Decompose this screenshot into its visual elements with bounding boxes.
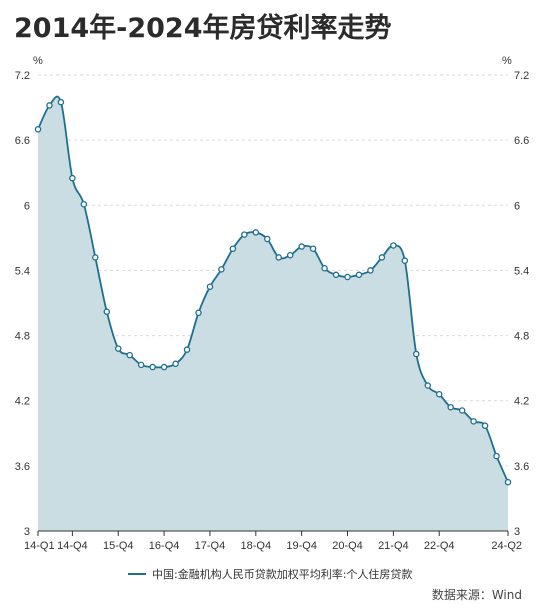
area-fill [38,96,508,531]
data-point-20-Q1[interactable] [309,245,317,252]
data-point-24-Q1[interactable] [493,452,500,460]
y-tick-label-right: 6 [514,200,520,212]
data-point-20-Q3[interactable] [332,271,340,279]
x-tick-label: 15-Q4 [103,540,134,552]
data-point-23-Q3[interactable] [470,418,477,425]
y-tick-label-left: 4.8 [15,331,30,343]
data-points [34,98,512,486]
y-tick-label-left: 6.6 [15,135,30,147]
data-point-19-Q3[interactable] [286,251,294,259]
y-tick-label-left: 5.4 [15,265,30,277]
data-point-19-Q1[interactable] [264,235,271,243]
data-point-14-Q1[interactable] [34,126,42,133]
x-tick-label: 16-Q4 [149,540,180,552]
data-point-21-Q4[interactable] [390,242,397,249]
y-tick-label-right: 3.6 [514,461,529,473]
data-point-21-Q3[interactable] [378,254,386,261]
y-tick-label-right: 3 [514,526,520,538]
y-tick-label-right: 6.6 [514,135,529,147]
chart-title: 2014年-2024年房贷利率走势 [14,13,392,44]
data-point-22-Q4[interactable] [435,390,443,398]
data-point-16-Q4[interactable] [160,363,168,371]
x-tick-label: 14-Q4 [57,540,88,552]
y-tick-label-left: 4.2 [15,396,30,408]
data-point-16-Q3[interactable] [149,363,156,371]
x-tick-label: 20-Q4 [332,540,363,552]
data-point-18-Q3[interactable] [241,231,248,238]
data-point-18-Q4[interactable] [252,229,260,236]
data-point-17-Q3[interactable] [195,309,202,317]
x-tick-label: 17-Q4 [195,540,226,552]
x-tick-label: 14-Q1 [24,540,55,552]
data-point-20-Q4[interactable] [344,273,351,281]
y-axis-right-unit: % [502,55,512,67]
data-point-21-Q2[interactable] [367,267,374,274]
y-tick-label-right: 4.8 [514,331,529,343]
data-point-21-Q1[interactable] [355,271,363,279]
data-point-19-Q2[interactable] [275,254,282,261]
x-tick-label: 19-Q4 [286,540,317,552]
x-axis: 14-Q1 14-Q4 15-Q4 16-Q4 17-Q4 18-Q4 19-Q4 20-Q4… [24,530,522,552]
data-point-22-Q3[interactable] [424,382,432,389]
y-tick-label-right: 7.2 [514,70,529,82]
x-tick-label: 24-Q2 [491,540,522,552]
x-tick-label: 18-Q4 [241,540,272,552]
y-tick-label-left: 6 [24,200,30,212]
data-point-19-Q4[interactable] [298,243,305,250]
x-tick-label: 22-Q4 [424,540,455,552]
data-source: 数据来源：Wind [431,588,522,602]
data-point-23-Q2[interactable] [458,407,466,414]
y-tick-label-right: 5.4 [514,265,529,277]
data-point-14-Q3[interactable] [57,98,65,106]
legend-line-swatch [128,573,146,575]
legend[interactable]: 中国:金融机构人民币贷款加权平均利率:个人住房贷款 [128,566,412,582]
x-tick-label: 21-Q4 [378,540,409,552]
data-point-14-Q2[interactable] [46,102,53,109]
y-axis-left: 3 3.6 4.2 4.8 5.4 6 6.6 7.2 [15,70,30,538]
y-axis-right: 3 3.6 4.2 4.8 5.4 6 6.6 7.2 [514,70,529,538]
data-point-17-Q2[interactable] [183,346,191,353]
y-axis-left-unit: % [33,55,43,67]
data-point-23-Q4[interactable] [481,422,489,429]
data-point-17-Q1[interactable] [172,360,179,368]
data-point-24-Q2[interactable] [504,478,512,486]
y-tick-label-right: 4.2 [514,396,529,408]
data-point-18-Q1[interactable] [218,266,225,273]
data-point-14-Q4[interactable] [69,174,76,182]
data-point-20-Q2[interactable] [321,265,328,272]
data-point-15-Q4[interactable] [114,345,122,352]
data-point-18-Q2[interactable] [229,245,237,252]
y-tick-label-left: 3 [24,526,30,538]
data-point-23-Q1[interactable] [447,403,454,411]
y-tick-label-left: 7.2 [15,70,30,82]
y-tick-label-left: 3.6 [15,461,30,473]
data-point-16-Q1[interactable] [126,351,133,359]
data-point-16-Q2[interactable] [137,361,145,369]
data-point-15-Q2[interactable] [92,254,99,261]
legend-label: 中国:金融机构人民币贷款加权平均利率:个人住房贷款 [152,568,413,581]
data-point-17-Q4[interactable] [206,283,214,290]
series-area [38,96,508,531]
data-point-15-Q3[interactable] [103,308,111,315]
data-point-15-Q1[interactable] [80,200,88,208]
data-point-22-Q2[interactable] [413,350,420,358]
data-point-22-Q1[interactable] [401,257,409,264]
